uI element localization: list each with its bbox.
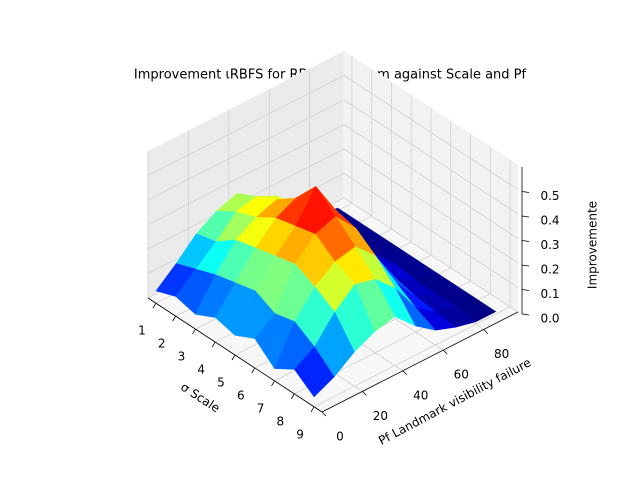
x-tick-label: 5 [217, 376, 225, 390]
x-tick-label: 8 [276, 414, 284, 428]
surface [155, 185, 497, 398]
y-tick-label: 0 [336, 430, 344, 444]
tick-mark [231, 354, 236, 361]
z-tick-label: 0.4 [540, 214, 559, 228]
z-tick-label: 0.5 [540, 189, 559, 203]
tick-mark [521, 215, 530, 218]
grid-line [147, 99, 345, 201]
x-tick-label: 2 [158, 337, 166, 351]
tick-mark [251, 367, 256, 374]
z-tick-label: 0.3 [540, 238, 559, 252]
grid-line [343, 124, 519, 239]
x-tick-label: 7 [257, 401, 265, 415]
x-axis-label: σ Scale [178, 380, 222, 416]
x-tick-label: 1 [138, 324, 146, 338]
tick-mark [152, 302, 157, 309]
tick-mark [521, 191, 530, 193]
y-tick-label: 80 [494, 347, 509, 361]
z-tick-label: 0.2 [540, 263, 559, 277]
grid-line [343, 173, 519, 288]
tick-mark [172, 315, 177, 322]
grid-line [147, 124, 345, 225]
y-tick-label: 40 [413, 388, 428, 402]
x-axis-line [147, 297, 323, 413]
x-tick-label: 9 [296, 427, 304, 441]
tick-mark [521, 313, 530, 316]
z-tick-label: 0.0 [540, 312, 559, 326]
tick-mark [521, 264, 530, 267]
tick-mark [321, 411, 327, 417]
grid-line [343, 197, 519, 313]
x-tick-label: 3 [178, 350, 186, 364]
tick-mark [192, 328, 196, 335]
tick-mark [442, 349, 448, 355]
x-tick-label: 4 [197, 363, 205, 377]
tick-mark [521, 240, 530, 242]
surface-facet [294, 346, 335, 398]
grid-line [147, 75, 345, 176]
z-tick-label: 0.1 [540, 287, 559, 301]
tick-mark [362, 391, 367, 396]
tick-mark [521, 289, 530, 291]
y-tick-label: 60 [454, 368, 469, 382]
tick-mark [310, 406, 315, 413]
y-axis-line [321, 311, 519, 413]
grid-line [343, 148, 519, 264]
tick-mark [290, 393, 295, 400]
grid-line [343, 99, 519, 215]
x-tick-label: 6 [237, 388, 245, 402]
z-axis-label: Improvemente [586, 201, 600, 289]
tick-mark [402, 370, 408, 376]
grid-line [313, 306, 511, 408]
grid-line [343, 75, 519, 190]
tick-mark [211, 341, 216, 348]
tick-mark [483, 329, 488, 334]
y-tick-label: 20 [373, 409, 388, 423]
tick-mark [271, 380, 275, 387]
